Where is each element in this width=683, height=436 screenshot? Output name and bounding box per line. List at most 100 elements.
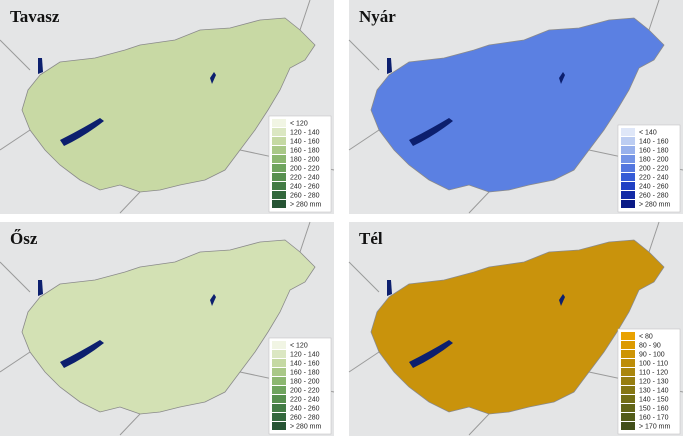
legend-label: 120 - 140 (290, 129, 320, 136)
country-map (21, 17, 316, 193)
legend-label: 120 - 130 (639, 378, 669, 385)
lake-small (387, 280, 392, 296)
legend-swatch (272, 146, 286, 154)
legend-label: 160 - 170 (639, 414, 669, 421)
legend-label: 260 - 280 (290, 192, 320, 199)
legend-label: < 140 (639, 129, 657, 136)
border-lines (0, 0, 335, 214)
map-panel: Tél < 80 80 - 90 90 - 100 100 - 110 110 - 120… (348, 221, 683, 436)
panel-title: Ősz (10, 229, 38, 248)
legend-label: 140 - 160 (290, 360, 320, 367)
legend-swatch (621, 386, 635, 394)
legend-swatch (272, 164, 286, 172)
legend-label: 160 - 180 (290, 147, 320, 154)
country-map (370, 239, 665, 415)
legend-swatch (621, 368, 635, 376)
legend-swatch (621, 155, 635, 163)
legend-swatch (621, 191, 635, 199)
border-lines (348, 0, 683, 214)
legend-swatch (272, 395, 286, 403)
legend-swatch (621, 359, 635, 367)
legend-swatch (621, 404, 635, 412)
legend-swatch (272, 200, 286, 208)
legend-swatch (272, 368, 286, 376)
legend-swatch (272, 191, 286, 199)
legend-label: 240 - 260 (639, 183, 669, 190)
legend-swatch (272, 173, 286, 181)
legend-swatch (272, 386, 286, 394)
legend-label: < 120 (290, 342, 308, 349)
legend-label: 90 - 100 (639, 351, 665, 358)
legend-label: 240 - 260 (290, 183, 320, 190)
legend-swatch (621, 341, 635, 349)
lake-tisza (559, 72, 565, 84)
legend-label: 150 - 160 (639, 405, 669, 412)
lake-tisza (559, 294, 565, 306)
map-panel: Nyár < 140 140 - 160 160 - 180 180 - 200 200 … (348, 0, 683, 214)
legend-label: 220 - 240 (290, 174, 320, 181)
legend-label: 140 - 160 (639, 138, 669, 145)
lake-small (38, 280, 43, 296)
legend-label: 100 - 110 (639, 360, 668, 367)
legend-swatch (621, 173, 635, 181)
legend-swatch (272, 119, 286, 127)
legend-swatch (272, 350, 286, 358)
legend-label: 140 - 160 (290, 138, 320, 145)
legend-label: 220 - 240 (639, 174, 669, 181)
legend-swatch (272, 404, 286, 412)
legend-label: 180 - 200 (290, 378, 320, 385)
legend-label: > 170 mm (639, 423, 670, 430)
legend-label: > 280 mm (290, 201, 321, 208)
map-panel: Ősz < 120 120 - 140 140 - 160 160 - 180 180 -… (0, 221, 335, 436)
legend-swatch (272, 341, 286, 349)
legend-swatch (621, 200, 635, 208)
legend-label: 200 - 220 (639, 165, 669, 172)
map-panel: Tavasz < 120 120 - 140 140 - 160 160 - 180 18… (0, 0, 335, 214)
lake-tisza (210, 294, 216, 306)
legend-label: 200 - 220 (290, 387, 320, 394)
legend-label: 130 - 140 (639, 387, 669, 394)
legend-swatch (272, 377, 286, 385)
legend-swatch (621, 164, 635, 172)
legend-swatch (272, 359, 286, 367)
legend-swatch (621, 422, 635, 430)
panel-title: Tavasz (10, 7, 60, 26)
legend-swatch (272, 128, 286, 136)
legend-label: > 280 mm (290, 423, 321, 430)
legend-label: 240 - 260 (290, 405, 320, 412)
legend-swatch (272, 182, 286, 190)
lake-balaton (60, 340, 104, 368)
legend-swatch (621, 182, 635, 190)
lake-balaton (409, 118, 453, 146)
legend-swatch (621, 137, 635, 145)
legend-label: 80 - 90 (639, 342, 661, 349)
legend-swatch (272, 413, 286, 421)
legend-label: 260 - 280 (290, 414, 320, 421)
legend-swatch (621, 377, 635, 385)
legend-label: 140 - 150 (639, 396, 669, 403)
legend-label: 160 - 180 (639, 147, 669, 154)
country-map (21, 239, 316, 415)
legend-label: > 280 mm (639, 201, 670, 208)
legend-swatch (272, 137, 286, 145)
legend-swatch (621, 350, 635, 358)
legend-swatch (621, 128, 635, 136)
legend-label: 110 - 120 (639, 369, 668, 376)
lake-small (38, 58, 43, 74)
legend-swatch (621, 395, 635, 403)
legend-label: 200 - 220 (290, 165, 320, 172)
legend-swatch (621, 413, 635, 421)
legend-swatch (272, 422, 286, 430)
lake-tisza (210, 72, 216, 84)
legend-swatch (272, 155, 286, 163)
panel-title: Tél (359, 229, 383, 248)
country-map (370, 17, 665, 193)
legend-label: 260 - 280 (639, 192, 669, 199)
lake-balaton (60, 118, 104, 146)
legend-label: 180 - 200 (290, 156, 320, 163)
legend-label: 160 - 180 (290, 369, 320, 376)
lake-small (387, 58, 392, 74)
border-lines (0, 221, 335, 436)
legend-swatch (621, 146, 635, 154)
